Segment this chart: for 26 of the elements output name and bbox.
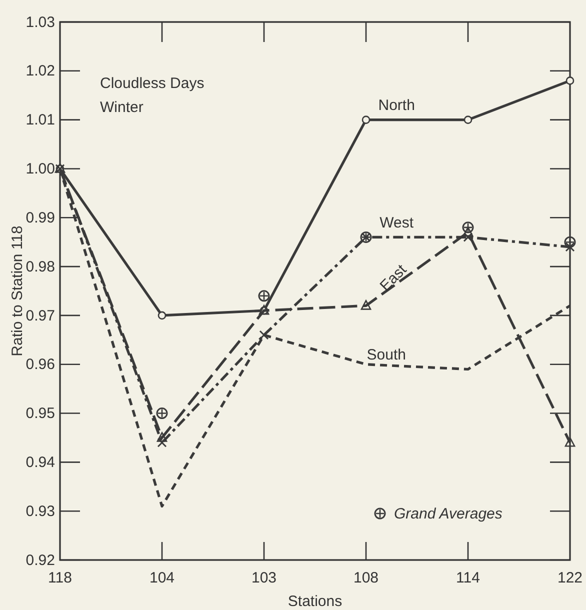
y-tick-label: 0.97 — [26, 307, 55, 324]
y-tick-label: 0.99 — [26, 209, 55, 226]
y-tick-label: 0.95 — [26, 405, 55, 422]
y-tick-label: 0.96 — [26, 356, 55, 374]
x-tick-label: 118 — [48, 570, 72, 587]
y-axis-title: Ratio to Station 118 — [9, 226, 26, 356]
y-tick-label: 1.01 — [26, 112, 55, 129]
x-tick-label: 114 — [456, 570, 480, 587]
x-tick-label: 103 — [251, 570, 277, 587]
annotation: Winter — [100, 99, 144, 116]
y-tick-label: 0.94 — [26, 454, 55, 471]
series-label: West — [380, 214, 414, 232]
y-tick-label: 1.03 — [26, 14, 55, 31]
x-axis-title: Stations — [288, 593, 342, 610]
y-tick-label: 1.00 — [26, 160, 55, 178]
annotation: Cloudless Days — [100, 75, 204, 92]
x-tick-label: 122 — [557, 570, 583, 587]
y-tick-label: 0.98 — [26, 258, 55, 276]
y-tick-label: 0.93 — [26, 502, 55, 520]
y-tick-label: 0.92 — [26, 552, 55, 569]
y-tick-label: 1.02 — [26, 62, 55, 80]
x-tick-label: 108 — [353, 570, 379, 587]
legend-label: Grand Averages — [394, 506, 503, 523]
series-label: South — [366, 346, 406, 364]
x-tick-label: 104 — [149, 570, 175, 587]
series-label: North — [378, 97, 415, 114]
